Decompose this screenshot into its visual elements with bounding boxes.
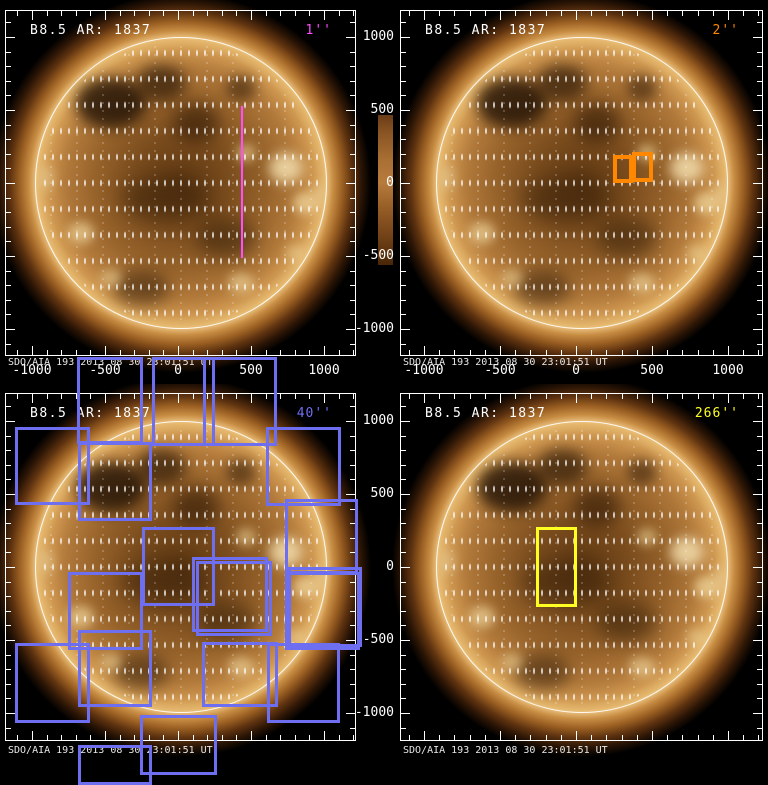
- raster-fov-rects: [5, 393, 356, 741]
- fov-rect: [288, 567, 362, 647]
- x-tick-label: 500: [617, 363, 687, 378]
- y-tick-label: 1000: [350, 413, 394, 428]
- fov-rect: [613, 155, 633, 183]
- y-tick-label: 1000: [350, 29, 394, 44]
- fov-rect: [632, 152, 653, 182]
- y-tick-label: -500: [350, 248, 394, 263]
- fov-overlay-layer: [400, 393, 763, 741]
- fov-rect: [267, 643, 340, 723]
- x-tick-label: 1000: [289, 363, 359, 378]
- fov-rect: [196, 561, 272, 636]
- fov-overlay-layer: [400, 10, 763, 356]
- fov-rect: [15, 643, 90, 723]
- fov-rect: [78, 442, 152, 521]
- slit-overlay-layer: [5, 10, 356, 356]
- y-tick-label: 500: [350, 102, 394, 117]
- solar-pointing-figure: { "figure_title": "B8.5 AR: 1837", "colo…: [0, 0, 768, 768]
- y-tick-label: -1000: [350, 321, 394, 336]
- fov-rect: [285, 499, 358, 574]
- instrument-timestamp: SDO/AIA 193 2013_08_30 23:01:51 UT: [403, 357, 608, 366]
- y-tick-label: 0: [350, 175, 394, 190]
- x-tick-label: 1000: [693, 363, 763, 378]
- y-tick-label: -1000: [350, 705, 394, 720]
- fov-rect: [77, 357, 143, 444]
- instrument-timestamp: SDO/AIA 193 2013_08_30 23:01:51 UT: [403, 745, 608, 754]
- fov-rect: [536, 527, 577, 607]
- slit-context-strip: [378, 115, 393, 265]
- fov-rect: [78, 745, 152, 785]
- panel-raster-40arcsec: B8.5 AR: 1837 40'' SDO/AIA 193 2013_08_3…: [5, 393, 356, 741]
- fov-rect: [266, 427, 341, 506]
- slit-line: [241, 106, 243, 258]
